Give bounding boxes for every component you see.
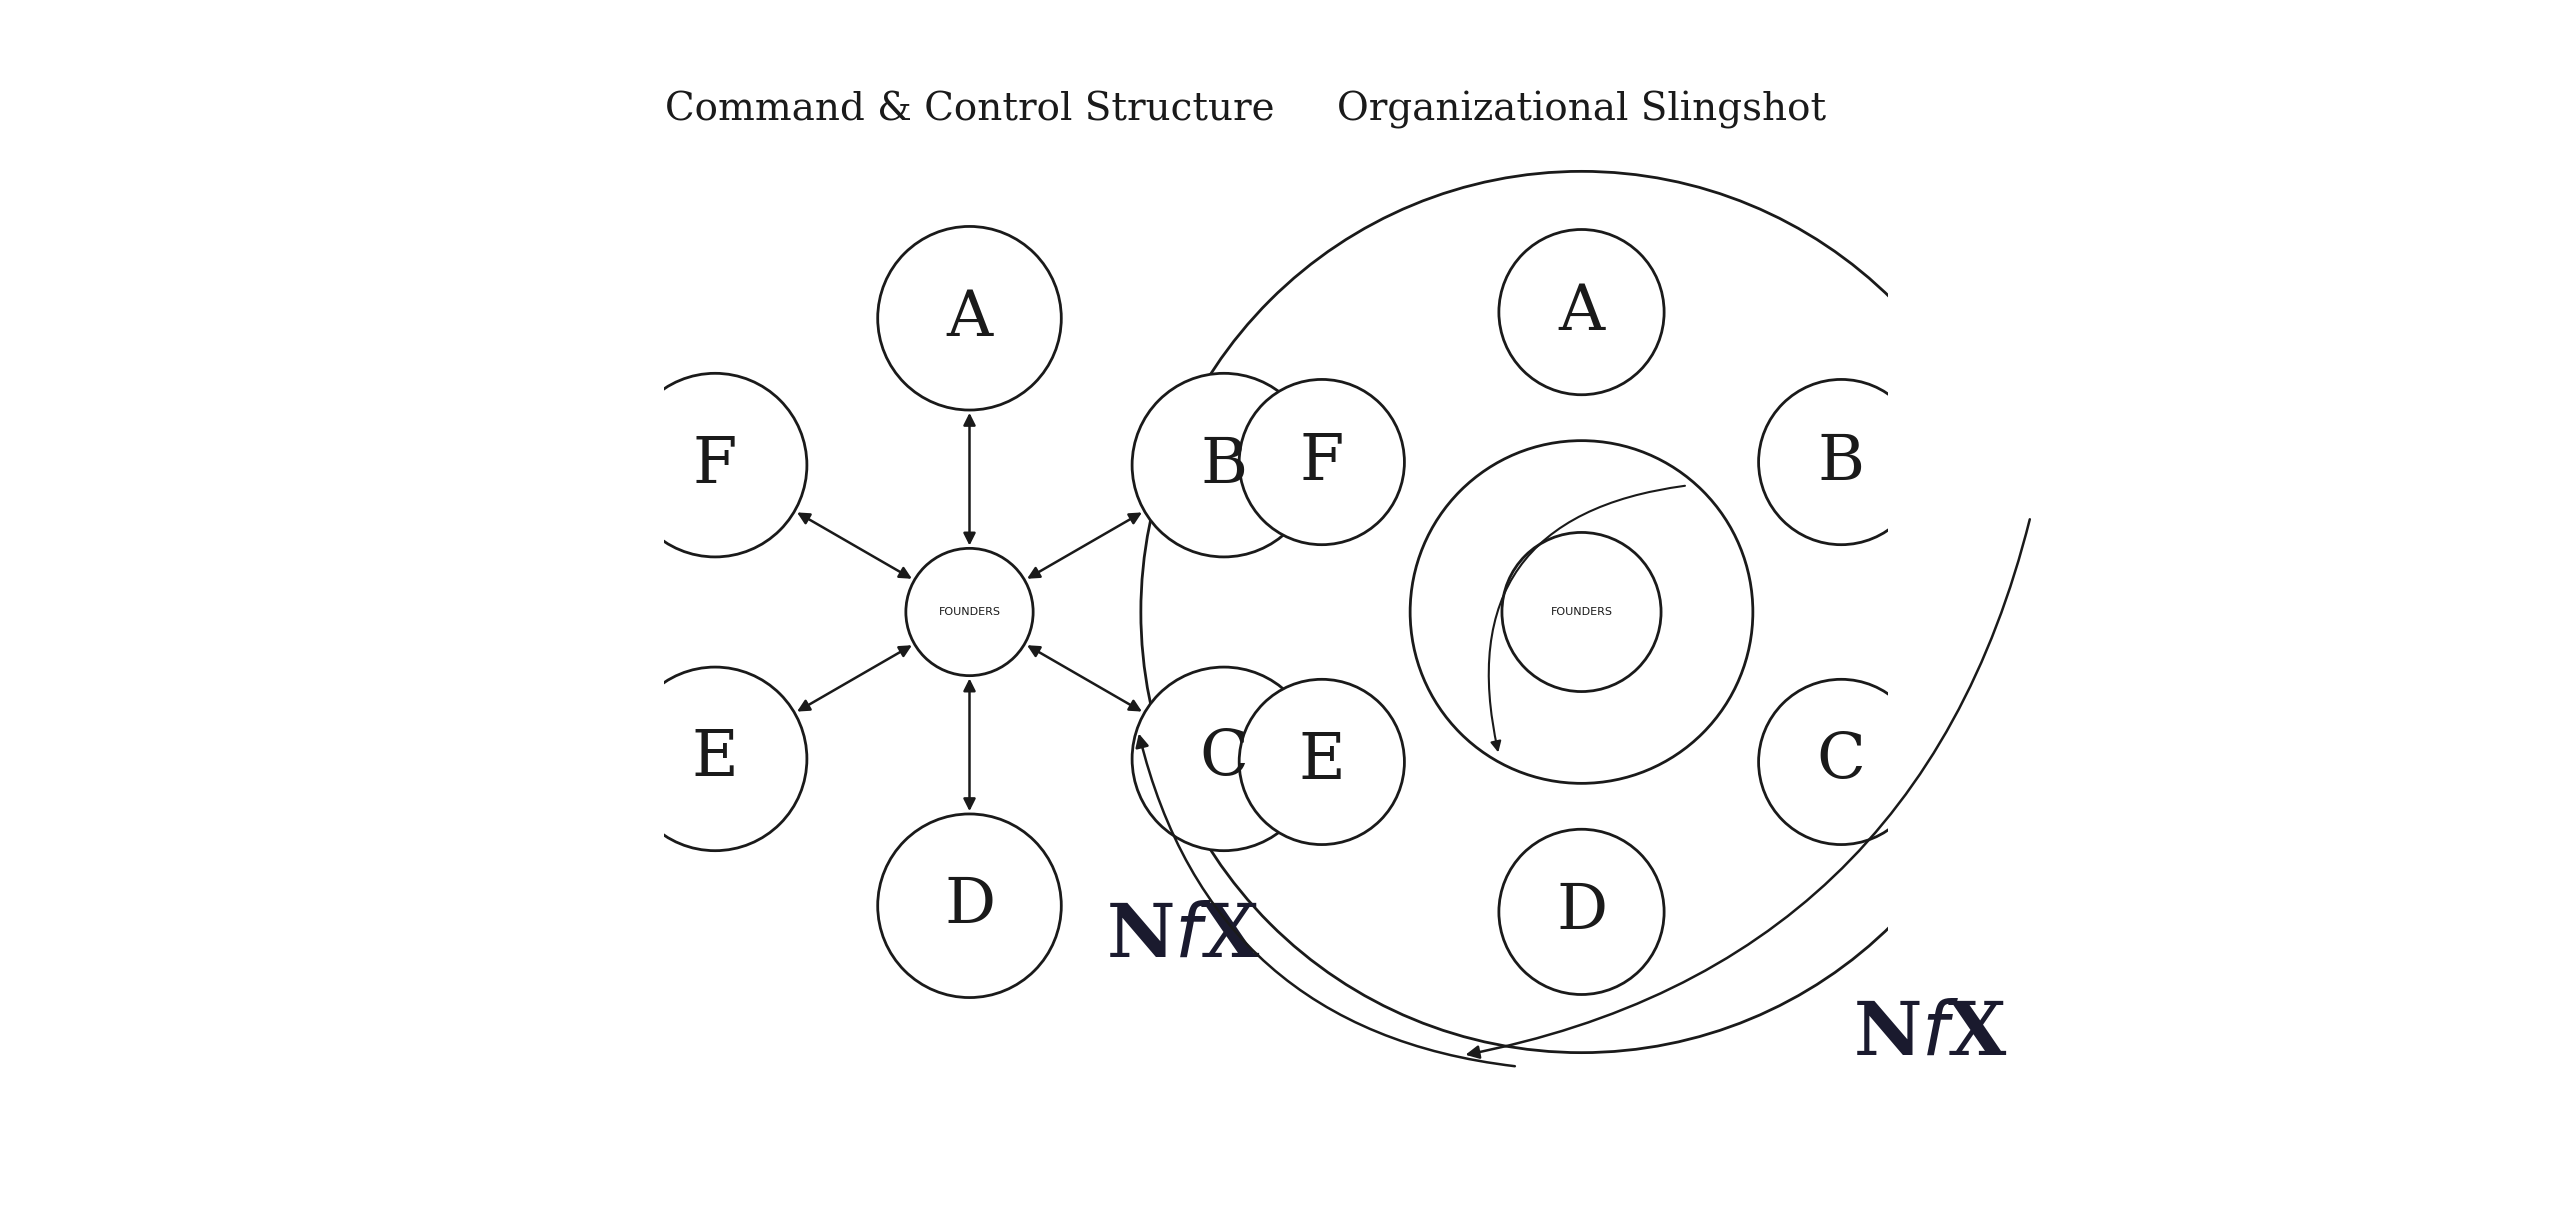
Text: F: F (694, 435, 737, 496)
Text: A: A (946, 288, 992, 349)
Circle shape (1133, 373, 1316, 557)
Circle shape (1503, 532, 1661, 692)
Text: B: B (1202, 435, 1247, 496)
Circle shape (1140, 171, 2023, 1053)
Text: C: C (1816, 732, 1865, 792)
Text: A: A (1559, 282, 1605, 343)
Circle shape (1411, 441, 1753, 783)
Text: C: C (1199, 728, 1247, 789)
Circle shape (878, 226, 1061, 410)
Text: F: F (1298, 432, 1344, 492)
Circle shape (1240, 679, 1406, 845)
Circle shape (1500, 830, 1663, 994)
Text: N$\it{f}$X: N$\it{f}$X (1852, 998, 2008, 1071)
Circle shape (622, 373, 806, 557)
Text: Organizational Slingshot: Organizational Slingshot (1337, 91, 1827, 130)
Circle shape (1240, 379, 1406, 545)
Text: D: D (944, 875, 995, 936)
Text: Command & Control Structure: Command & Control Structure (666, 92, 1276, 129)
Text: E: E (1298, 732, 1344, 792)
Text: FOUNDERS: FOUNDERS (939, 607, 1000, 617)
Circle shape (1758, 379, 1923, 545)
Circle shape (1758, 679, 1923, 845)
Circle shape (622, 667, 806, 851)
Text: B: B (1819, 432, 1865, 492)
Circle shape (1500, 230, 1663, 395)
Circle shape (906, 548, 1033, 676)
Text: D: D (1556, 881, 1607, 942)
Circle shape (1133, 667, 1316, 851)
Text: FOUNDERS: FOUNDERS (1551, 607, 1612, 617)
Circle shape (878, 814, 1061, 998)
Text: E: E (691, 728, 737, 789)
Text: N$\it{f}$X: N$\it{f}$X (1107, 900, 1260, 973)
